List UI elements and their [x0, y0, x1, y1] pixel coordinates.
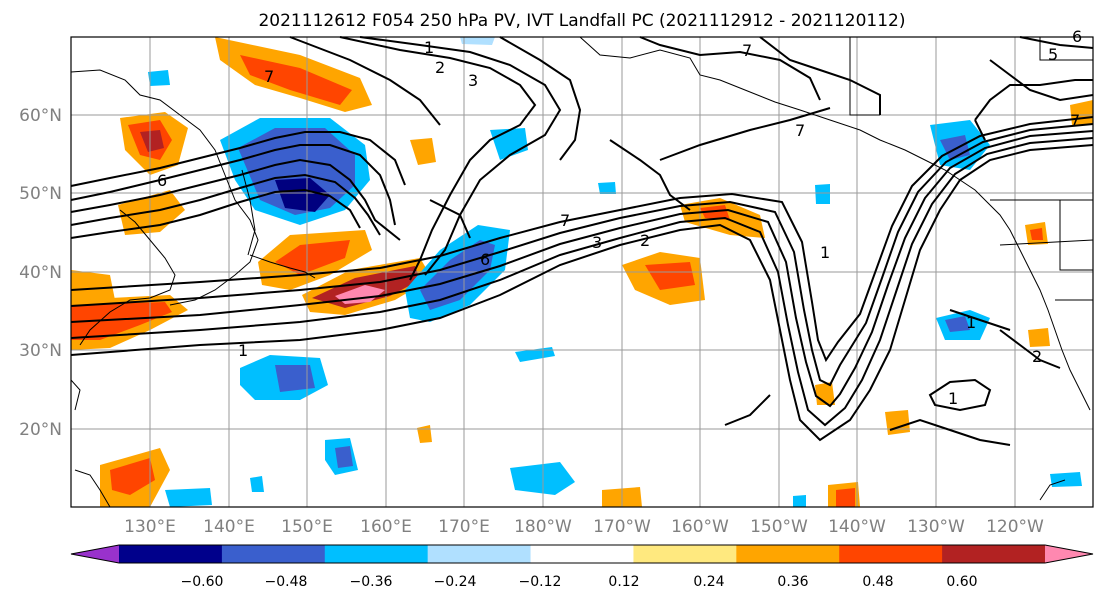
contour-label: 1	[966, 313, 976, 332]
lon-tick-label: 130°W	[907, 517, 965, 537]
contour-label: 6	[480, 250, 490, 269]
lon-tick-label: 150°W	[750, 517, 808, 537]
colorbar-tick-label: −0.60	[181, 574, 224, 590]
colorbar-tick-labels: −0.60 −0.48 −0.36 −0.24 −0.12 0.12 0.24 …	[181, 574, 978, 590]
lon-tick-label: 170°E	[438, 517, 490, 537]
contour-label: 3	[592, 233, 602, 252]
lon-tick-label: 130°E	[124, 517, 176, 537]
lon-tick-label: 120°W	[986, 517, 1044, 537]
colorbar-swatch	[736, 545, 840, 563]
contour-label: 2	[1032, 347, 1042, 366]
colorbar: −0.60 −0.48 −0.36 −0.24 −0.12 0.12 0.24 …	[70, 544, 1094, 590]
colorbar-tick-label: 0.12	[608, 574, 639, 590]
colorbar-swatch	[839, 545, 943, 563]
colorbar-tick-label: 0.48	[862, 574, 893, 590]
colorbar-tick-label: 0.36	[777, 574, 808, 590]
colorbar-tick-label: −0.24	[434, 574, 477, 590]
contour-label: 7	[560, 211, 570, 230]
lon-tick-label: 160°W	[671, 517, 729, 537]
contour-label: 7	[1070, 111, 1080, 130]
contour-label: 7	[742, 41, 752, 60]
lon-tick-label: 160°E	[360, 517, 412, 537]
lat-tick-label: 40°N	[19, 263, 62, 283]
colorbar-swatch	[324, 545, 429, 563]
lat-tick-label: 20°N	[19, 420, 62, 440]
contour-label: 1	[238, 341, 248, 360]
contour-label: 2	[435, 58, 445, 77]
lat-tick-label: 50°N	[19, 184, 62, 204]
contour-label: 6	[157, 171, 167, 190]
contour-label: 1	[424, 38, 434, 57]
lon-tick-labels: 130°E 140°E 150°E 160°E 170°E 180°W 170°…	[124, 517, 1044, 537]
contour-label: 1	[948, 389, 958, 408]
colorbar-swatch	[633, 545, 737, 563]
contour-label: 7	[795, 121, 805, 140]
lon-tick-label: 180°W	[514, 517, 572, 537]
colorbar-tick-label: 0.60	[946, 574, 977, 590]
colorbar-extension-low	[71, 545, 119, 563]
contour-label: 3	[468, 71, 478, 90]
grid-lines	[71, 37, 1093, 507]
contour-label: 2	[640, 231, 650, 250]
colorbar-tick-label: −0.48	[265, 574, 308, 590]
colorbar-tick-label: −0.36	[350, 574, 393, 590]
map-title: 2021112612 F054 250 hPa PV, IVT Landfall…	[258, 11, 905, 31]
contour-label: 1	[820, 243, 830, 262]
lon-tick-label: 170°W	[593, 517, 651, 537]
colorbar-outline	[70, 544, 1094, 564]
lon-tick-label: 150°E	[281, 517, 333, 537]
map-area: 1 2 3 7 7 6 7 3 2 1 6 1 7 7 6 1 1 2 5	[70, 27, 1094, 508]
ivt-contours	[70, 36, 1094, 446]
colorbar-tick-label: −0.12	[519, 574, 562, 590]
colorbar-swatch	[119, 545, 223, 563]
lat-tick-label: 30°N	[19, 341, 62, 361]
colorbar-swatch	[221, 545, 326, 563]
colorbar-swatch	[530, 545, 634, 563]
colorbar-swatch	[427, 545, 532, 563]
colorbar-swatches	[70, 544, 1094, 564]
lon-tick-label: 140°E	[203, 517, 255, 537]
lat-tick-label: 60°N	[19, 106, 62, 126]
lat-tick-labels: 60°N 50°N 40°N 30°N 20°N	[19, 106, 62, 440]
lon-tick-label: 140°W	[828, 517, 886, 537]
colorbar-swatch	[942, 545, 1046, 563]
contour-label: 5	[1048, 45, 1058, 64]
colorbar-extension-high	[1045, 545, 1093, 563]
contour-label: 7	[264, 67, 274, 86]
colorbar-tick-label: 0.24	[693, 574, 724, 590]
map-border	[70, 36, 1094, 508]
